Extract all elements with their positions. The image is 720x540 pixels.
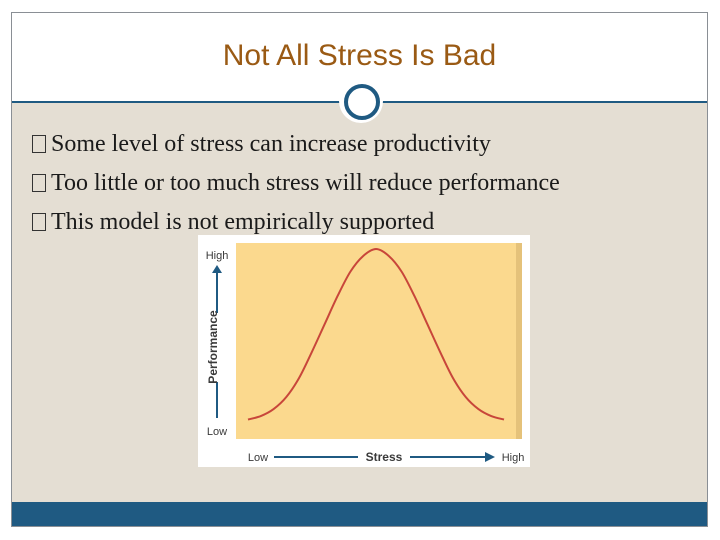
bullet-box-icon xyxy=(32,135,46,153)
bullet-box-icon xyxy=(32,213,46,231)
y-axis-arrow-icon xyxy=(212,265,222,273)
bullet-item: Too little or too much stress will reduc… xyxy=(32,164,697,203)
bullet-text: Too little or too much stress will reduc… xyxy=(51,170,560,196)
performance-curve xyxy=(247,247,505,421)
bullet-box-icon xyxy=(32,174,46,192)
x-tick-high: High xyxy=(502,452,525,464)
stress-performance-chart: Performance High Low Stress Low High xyxy=(198,235,530,467)
bullet-item: Some level of stress can increase produc… xyxy=(32,125,697,164)
footer-bar xyxy=(12,502,707,526)
ring-icon xyxy=(344,84,380,120)
bullet-item: This model is not empirically supported xyxy=(32,203,697,242)
slide: Not All Stress Is Bad Some level of stre… xyxy=(11,12,708,527)
slide-title: Not All Stress Is Bad xyxy=(222,39,497,72)
y-tick-high: High xyxy=(206,250,229,262)
y-axis-label: Performance xyxy=(206,310,220,384)
circle-ornament-icon xyxy=(339,79,383,123)
bullet-text: This model is not empirically supported xyxy=(51,209,435,235)
x-axis-arrow-icon xyxy=(485,452,495,462)
chart-marks xyxy=(247,247,505,421)
x-tick-low: Low xyxy=(248,452,268,464)
y-tick-low: Low xyxy=(207,426,227,438)
x-axis-label: Stress xyxy=(366,450,403,464)
bullet-text: Some level of stress can increase produc… xyxy=(51,131,491,157)
plot-shadow xyxy=(516,243,522,439)
plot-area xyxy=(236,243,516,439)
bullet-list: Some level of stress can increase produc… xyxy=(32,125,697,242)
